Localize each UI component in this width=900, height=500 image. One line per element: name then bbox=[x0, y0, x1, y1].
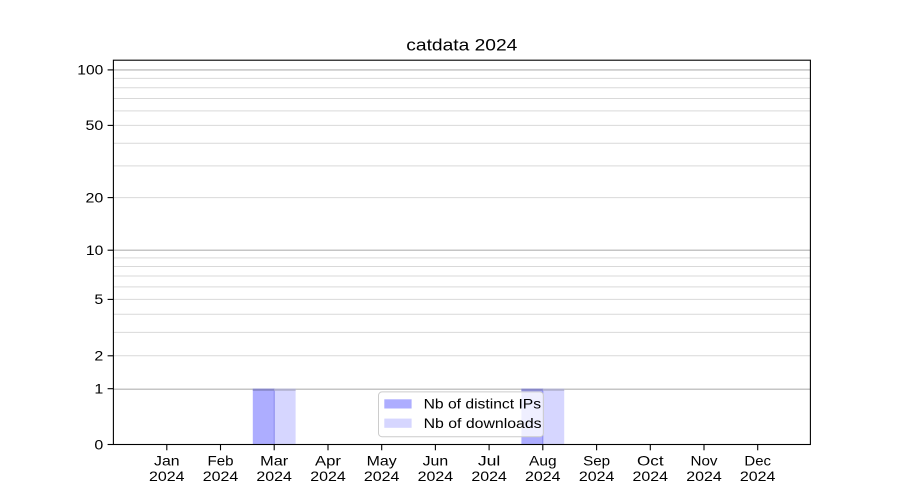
svg-text:Nb of distinct IPs: Nb of distinct IPs bbox=[424, 395, 542, 411]
svg-text:2024: 2024 bbox=[471, 468, 507, 484]
svg-text:2024: 2024 bbox=[149, 468, 185, 484]
svg-text:Jan: Jan bbox=[154, 452, 180, 468]
svg-text:2024: 2024 bbox=[579, 468, 615, 484]
svg-text:2024: 2024 bbox=[633, 468, 669, 484]
svg-text:2024: 2024 bbox=[740, 468, 776, 484]
svg-text:2024: 2024 bbox=[203, 468, 239, 484]
svg-text:Oct: Oct bbox=[637, 452, 664, 468]
svg-text:Feb: Feb bbox=[208, 452, 234, 468]
svg-text:Jul: Jul bbox=[478, 452, 501, 468]
svg-text:Sep: Sep bbox=[583, 452, 610, 468]
svg-text:100: 100 bbox=[77, 62, 103, 78]
svg-text:Mar: Mar bbox=[260, 452, 288, 468]
svg-text:20: 20 bbox=[86, 189, 104, 205]
svg-text:10: 10 bbox=[86, 242, 104, 258]
svg-text:Nb of downloads: Nb of downloads bbox=[424, 415, 542, 431]
svg-text:2024: 2024 bbox=[686, 468, 722, 484]
svg-text:2024: 2024 bbox=[525, 468, 561, 484]
svg-text:2024: 2024 bbox=[364, 468, 400, 484]
svg-text:0: 0 bbox=[94, 436, 103, 452]
svg-text:May: May bbox=[367, 452, 397, 468]
svg-text:2024: 2024 bbox=[310, 468, 346, 484]
svg-text:2: 2 bbox=[94, 348, 103, 364]
svg-text:Jun: Jun bbox=[423, 452, 449, 468]
svg-text:2024: 2024 bbox=[256, 468, 292, 484]
svg-text:2024: 2024 bbox=[418, 468, 454, 484]
svg-text:1: 1 bbox=[94, 381, 103, 397]
svg-text:Aug: Aug bbox=[529, 452, 557, 468]
svg-text:catdata 2024: catdata 2024 bbox=[406, 36, 517, 55]
svg-text:50: 50 bbox=[86, 117, 104, 133]
svg-text:Nov: Nov bbox=[691, 452, 718, 468]
svg-text:Apr: Apr bbox=[315, 452, 341, 468]
svg-text:5: 5 bbox=[94, 291, 103, 307]
svg-text:Dec: Dec bbox=[744, 452, 771, 468]
